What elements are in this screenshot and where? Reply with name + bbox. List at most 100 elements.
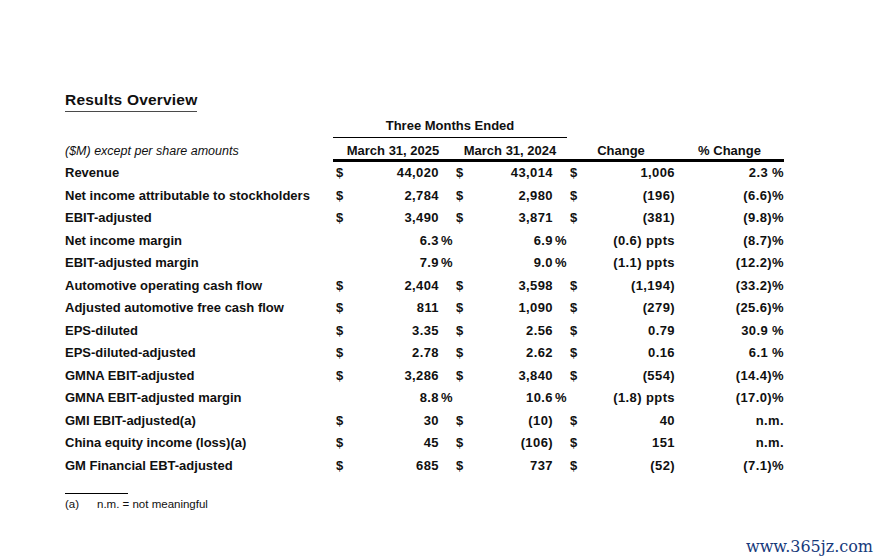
table-row: Automotive operating cash flow $ 2,404 $… bbox=[65, 274, 784, 297]
table-row: EPS-diluted-adjusted $ 2.78 $ 2.62 $ 0.1… bbox=[65, 342, 784, 365]
current-value: 7.9 bbox=[351, 255, 439, 270]
change-dollar-sign: $ bbox=[567, 435, 585, 450]
change-dollar-sign: $ bbox=[567, 345, 585, 360]
table-row: GMNA EBIT-adjusted margin 8.8 % 10.6 % (… bbox=[65, 387, 784, 410]
footnote-marker: (a) bbox=[65, 498, 97, 510]
row-label: Adjusted automotive free cash flow bbox=[65, 300, 333, 315]
table-header-row: ($M) except per share amounts March 31, … bbox=[65, 139, 784, 158]
table-row: GMI EBIT-adjusted(a) $ 30 $ (10) $ 40 n.… bbox=[65, 409, 784, 432]
pct-change-value: (6.6)% bbox=[675, 188, 784, 203]
change-value: 0.79 bbox=[585, 323, 675, 338]
change-value: 151 bbox=[585, 435, 675, 450]
current-value: 2.78 bbox=[351, 345, 439, 360]
column-header-change: Change bbox=[567, 143, 675, 158]
page-title: Results Overview bbox=[65, 91, 197, 112]
prior-dollar-sign: $ bbox=[453, 435, 469, 450]
units-note: ($M) except per share amounts bbox=[65, 144, 333, 158]
watermark: www.365jz.com bbox=[746, 537, 873, 556]
row-label: GMNA EBIT-adjusted bbox=[65, 368, 333, 383]
change-value: (381) bbox=[585, 210, 675, 225]
current-dollar-sign: $ bbox=[333, 165, 351, 180]
pct-change-value: 30.9 % bbox=[675, 323, 784, 338]
current-dollar-sign: $ bbox=[333, 188, 351, 203]
prior-dollar-sign: $ bbox=[453, 458, 469, 473]
row-label: EPS-diluted-adjusted bbox=[65, 345, 333, 360]
current-unit: % bbox=[439, 255, 453, 270]
current-value: 45 bbox=[351, 435, 439, 450]
current-dollar-sign: $ bbox=[333, 413, 351, 428]
table-row: GMNA EBIT-adjusted $ 3,286 $ 3,840 $ (55… bbox=[65, 364, 784, 387]
pct-change-value: 2.3 % bbox=[675, 165, 784, 180]
change-value: (1.1) ppts bbox=[585, 255, 675, 270]
prior-value: 6.9 bbox=[469, 233, 553, 248]
prior-dollar-sign: $ bbox=[453, 368, 469, 383]
pct-change-value: (12.2)% bbox=[675, 255, 784, 270]
change-dollar-sign: $ bbox=[567, 278, 585, 293]
current-value: 2,784 bbox=[351, 188, 439, 203]
current-value: 44,020 bbox=[351, 165, 439, 180]
change-value: (52) bbox=[585, 458, 675, 473]
pct-change-value: (14.4)% bbox=[675, 368, 784, 383]
change-value: (196) bbox=[585, 188, 675, 203]
pct-change-value: (8.7)% bbox=[675, 233, 784, 248]
change-value: (1.8) ppts bbox=[585, 390, 675, 405]
current-dollar-sign: $ bbox=[333, 278, 351, 293]
current-value: 3.35 bbox=[351, 323, 439, 338]
prior-value: 3,871 bbox=[469, 210, 553, 225]
pct-change-value: (25.6)% bbox=[675, 300, 784, 315]
change-dollar-sign: $ bbox=[567, 210, 585, 225]
prior-dollar-sign: $ bbox=[453, 165, 469, 180]
prior-unit: % bbox=[553, 255, 567, 270]
current-dollar-sign: $ bbox=[333, 210, 351, 225]
table-row: GM Financial EBT-adjusted $ 685 $ 737 $ … bbox=[65, 454, 784, 477]
current-unit: % bbox=[439, 233, 453, 248]
row-label: Net income margin bbox=[65, 233, 333, 248]
prior-dollar-sign: $ bbox=[453, 323, 469, 338]
prior-value: 2.56 bbox=[469, 323, 553, 338]
table-row: EBIT-adjusted $ 3,490 $ 3,871 $ (381) (9… bbox=[65, 207, 784, 230]
pct-change-value: n.m. bbox=[675, 413, 784, 428]
table-row: China equity income (loss)(a) $ 45 $ (10… bbox=[65, 432, 784, 455]
row-label: EBIT-adjusted margin bbox=[65, 255, 333, 270]
prior-dollar-sign: $ bbox=[453, 300, 469, 315]
table-row: EPS-diluted $ 3.35 $ 2.56 $ 0.79 30.9 % bbox=[65, 319, 784, 342]
prior-value: 3,840 bbox=[469, 368, 553, 383]
prior-value: 2,980 bbox=[469, 188, 553, 203]
change-value: 40 bbox=[585, 413, 675, 428]
prior-unit: % bbox=[553, 233, 567, 248]
row-label: GM Financial EBT-adjusted bbox=[65, 458, 333, 473]
change-dollar-sign: $ bbox=[567, 323, 585, 338]
change-value: (1,194) bbox=[585, 278, 675, 293]
footnote-rule bbox=[65, 493, 128, 494]
prior-value: 43,014 bbox=[469, 165, 553, 180]
row-label: GMNA EBIT-adjusted margin bbox=[65, 390, 333, 405]
prior-dollar-sign: $ bbox=[453, 345, 469, 360]
current-dollar-sign: $ bbox=[333, 368, 351, 383]
prior-value: 2.62 bbox=[469, 345, 553, 360]
row-label: Revenue bbox=[65, 165, 333, 180]
change-value: (279) bbox=[585, 300, 675, 315]
change-value: (554) bbox=[585, 368, 675, 383]
prior-dollar-sign: $ bbox=[453, 188, 469, 203]
table-row: Net income margin 6.3 % 6.9 % (0.6) ppts… bbox=[65, 229, 784, 252]
change-value: 1,006 bbox=[585, 165, 675, 180]
prior-value: 9.0 bbox=[469, 255, 553, 270]
current-value: 685 bbox=[351, 458, 439, 473]
prior-dollar-sign: $ bbox=[453, 210, 469, 225]
pct-change-value: 6.1 % bbox=[675, 345, 784, 360]
table-body: Revenue $ 44,020 $ 43,014 $ 1,006 2.3 % … bbox=[65, 162, 784, 477]
prior-value: 10.6 bbox=[469, 390, 553, 405]
prior-value: 3,598 bbox=[469, 278, 553, 293]
prior-unit: % bbox=[553, 390, 567, 405]
column-header-pct-change: % Change bbox=[675, 143, 784, 158]
row-label: Net income attributable to stockholders bbox=[65, 188, 333, 203]
row-label: Automotive operating cash flow bbox=[65, 278, 333, 293]
footnote: (a)n.m. = not meaningful bbox=[65, 498, 208, 510]
change-value: 0.16 bbox=[585, 345, 675, 360]
current-dollar-sign: $ bbox=[333, 435, 351, 450]
current-dollar-sign: $ bbox=[333, 458, 351, 473]
change-dollar-sign: $ bbox=[567, 165, 585, 180]
change-dollar-sign: $ bbox=[567, 188, 585, 203]
row-label: China equity income (loss)(a) bbox=[65, 435, 333, 450]
current-value: 811 bbox=[351, 300, 439, 315]
